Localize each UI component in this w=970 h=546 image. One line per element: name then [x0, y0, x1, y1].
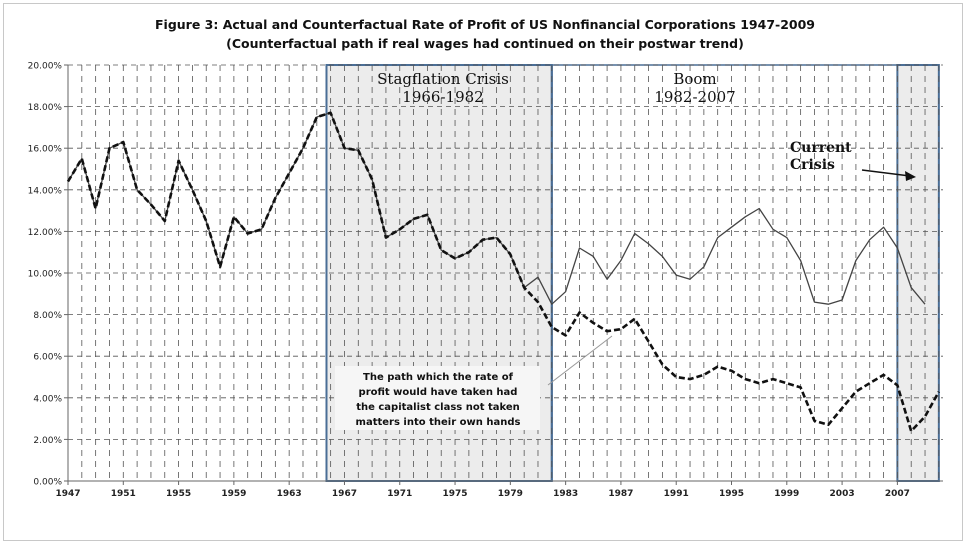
chart-frame [3, 3, 963, 541]
y-tick-label: 4.00% [33, 394, 62, 404]
annotation-pointer [547, 335, 613, 386]
boom-label: Boom [673, 70, 716, 88]
stagflation-label: 1966-1982 [402, 88, 483, 106]
x-tick-label: 1979 [498, 489, 523, 499]
x-tick-label: 1959 [221, 489, 246, 499]
annotation-text: The path which the rate of [363, 372, 514, 383]
annotation-text: the capitalist class not taken [356, 402, 520, 413]
x-tick-label: 2003 [830, 489, 855, 499]
y-tick-label: 12.00% [28, 228, 63, 238]
x-tick-label: 1951 [111, 489, 136, 499]
y-tick-label: 10.00% [28, 270, 63, 280]
x-tick-label: 1975 [443, 489, 468, 499]
y-tick-label: 0.00% [33, 478, 62, 488]
x-tick-label: 1947 [55, 489, 80, 499]
y-tick-label: 14.00% [28, 186, 63, 196]
boom-label: 1982-2007 [654, 88, 735, 106]
current-crisis-label: Current [790, 140, 852, 156]
x-tick-label: 2007 [885, 489, 910, 499]
counterfactual-profit-line [66, 111, 941, 433]
x-tick-label: 1999 [774, 489, 799, 499]
crisis-arrow-line [861, 169, 911, 177]
y-tick-label: 18.00% [28, 103, 63, 113]
x-tick-label: 1955 [166, 489, 191, 499]
y-tick-label: 8.00% [33, 311, 62, 321]
stagflation-label: Stagflation Crisis [377, 70, 509, 88]
chart-title: Figure 3: Actual and Counterfactual Rate… [155, 17, 815, 32]
x-tick-label: 1967 [332, 489, 357, 499]
annotation-text: profit would have taken had [359, 387, 518, 398]
x-tick-label: 1971 [387, 489, 412, 499]
y-tick-label: 2.00% [33, 436, 62, 446]
x-tick-label: 1995 [719, 489, 744, 499]
x-tick-label: 1991 [664, 489, 689, 499]
chart-subtitle: (Counterfactual path if real wages had c… [226, 36, 744, 51]
annotation-bg [335, 366, 540, 430]
annotation-text: matters into their own hands [356, 417, 521, 428]
y-tick-label: 6.00% [33, 353, 62, 363]
y-tick-label: 20.00% [28, 62, 63, 72]
x-tick-label: 1963 [277, 489, 302, 499]
current-crisis-label: Crisis [790, 157, 835, 173]
x-tick-label: 1987 [608, 489, 633, 499]
x-tick-label: 1983 [553, 489, 578, 499]
crisis-arrow-head [905, 171, 916, 181]
y-tick-label: 16.00% [28, 145, 63, 155]
